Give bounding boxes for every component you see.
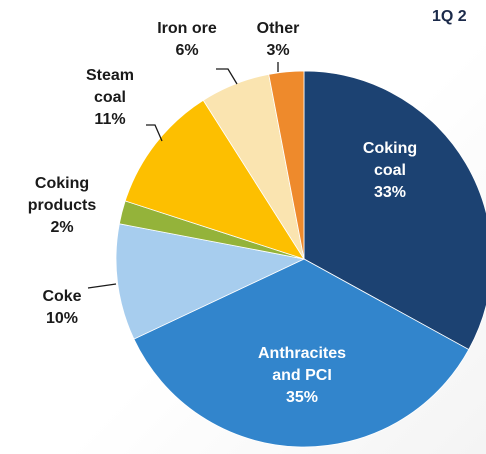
pie-slice-coking-coal	[303, 70, 486, 351]
slice-label-anthracites-and-pci: Anthracites and PCI 35%	[258, 345, 346, 406]
slice-label-iron-ore: Iron ore 6%	[157, 20, 217, 59]
slice-label-coking-coal: Coking coal 33%	[363, 140, 417, 201]
leader-line-coke	[87, 283, 117, 289]
pie-slice-coke	[115, 223, 306, 340]
pie-slice-other	[268, 70, 305, 260]
chart-title-fragment: 1Q 2	[432, 8, 467, 25]
slice-label-other: Other 3%	[257, 20, 300, 59]
slice-label-steam-coal: Steam coal 11%	[86, 67, 134, 128]
pie-slice-steam-coal	[124, 99, 305, 260]
pie-slice-anthracites-and-pci	[133, 258, 470, 448]
leader-line-iron-ore	[216, 68, 238, 85]
leader-line-steam-coal	[146, 124, 163, 142]
slice-label-coking-products: Coking products 2%	[28, 175, 97, 236]
slice-label-coke: Coke 10%	[42, 288, 81, 327]
